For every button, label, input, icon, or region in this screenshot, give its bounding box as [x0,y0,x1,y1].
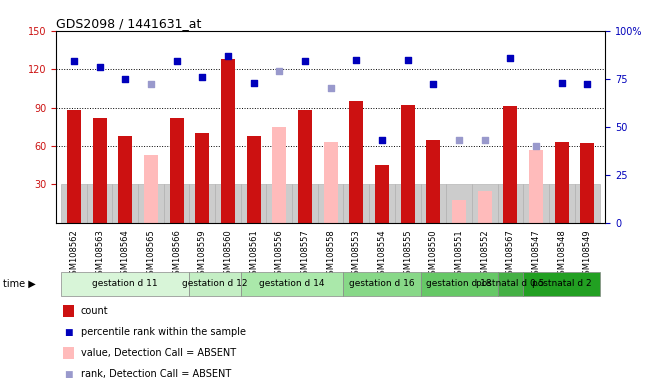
Bar [93,118,107,223]
Bar [113,184,138,223]
Text: ■: ■ [64,370,72,379]
Bar [298,110,312,223]
Bar [87,184,113,223]
Bar [369,184,395,223]
Point [94,64,105,70]
Bar [195,133,209,223]
Bar [292,184,318,223]
Point [299,58,310,65]
Bar [272,127,286,223]
Bar [164,184,190,223]
Bar [190,184,215,223]
Text: postnatal d 2: postnatal d 2 [532,279,592,288]
Bar [446,184,472,223]
Text: gestation d 18: gestation d 18 [426,279,492,288]
Text: ■: ■ [64,328,72,337]
Text: gestation d 16: gestation d 16 [349,279,415,288]
Text: GDS2098 / 1441631_at: GDS2098 / 1441631_at [56,17,201,30]
Point [68,58,79,65]
Bar [343,184,369,223]
Bar [503,106,517,223]
Point [454,137,465,143]
Bar [324,142,338,223]
Bar [61,184,87,223]
Bar [138,184,164,223]
Point [325,85,336,91]
Text: rank, Detection Call = ABSENT: rank, Detection Call = ABSENT [81,369,231,379]
Point [351,56,362,63]
Bar [395,184,420,223]
Point [505,55,516,61]
Bar [118,136,132,223]
Text: count: count [81,306,109,316]
Text: gestation d 11: gestation d 11 [92,279,158,288]
Bar [144,155,158,223]
Point [171,58,182,65]
Bar [574,184,600,223]
Bar [472,184,497,223]
Point [377,137,388,143]
Bar [555,142,569,223]
Point [222,53,233,59]
Bar [401,105,415,223]
Text: value, Detection Call = ABSENT: value, Detection Call = ABSENT [81,348,236,358]
Bar [420,184,446,223]
Bar [523,184,549,223]
Text: postnatal d 0.5: postnatal d 0.5 [476,279,545,288]
Point [248,79,259,86]
Text: gestation d 14: gestation d 14 [259,279,325,288]
Text: time ▶: time ▶ [3,279,36,289]
Bar [529,150,543,223]
Bar [549,184,574,223]
Bar [215,184,241,223]
Bar [67,110,81,223]
Bar [266,184,292,223]
Bar [375,165,389,223]
Bar [247,136,261,223]
Point [582,81,593,88]
Bar [349,101,363,223]
Bar [241,184,266,223]
Point [197,74,207,80]
Bar [478,191,492,223]
Bar [170,118,184,223]
Text: gestation d 12: gestation d 12 [182,279,248,288]
Bar [497,184,523,223]
Bar [426,139,440,223]
Bar [221,59,235,223]
Point [531,143,542,149]
Point [403,56,413,63]
Point [274,68,284,74]
Bar [318,184,343,223]
Point [145,81,156,88]
Bar [580,143,594,223]
Point [480,137,490,143]
Point [428,81,439,88]
Bar [452,200,466,223]
Point [557,79,567,86]
Point [120,76,130,82]
Text: percentile rank within the sample: percentile rank within the sample [81,327,246,337]
